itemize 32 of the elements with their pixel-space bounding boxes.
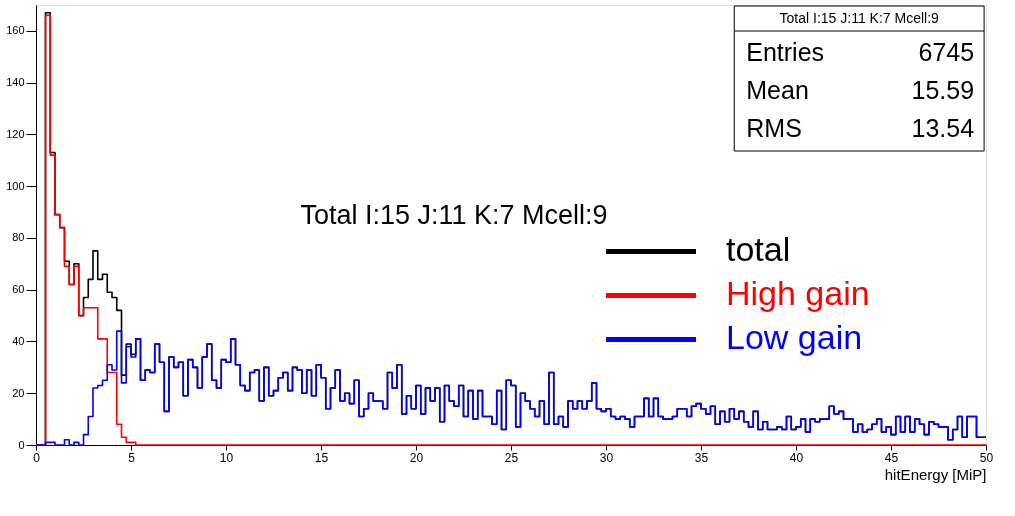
x-tick-label: 35 bbox=[694, 450, 709, 465]
x-tick-label: 40 bbox=[789, 450, 804, 465]
x-tick-label: 5 bbox=[128, 450, 136, 465]
x-tick-label: 15 bbox=[314, 450, 329, 465]
x-tick-label: 20 bbox=[409, 450, 424, 465]
y-tick-label: 100 bbox=[6, 179, 25, 192]
y-tick-label: 80 bbox=[12, 231, 25, 244]
annotation: RMS bbox=[746, 114, 802, 142]
legend-label: total bbox=[726, 230, 791, 269]
x-tick-label: 10 bbox=[219, 450, 234, 465]
x-tick-label: 0 bbox=[33, 450, 41, 465]
annotation: 15.59 bbox=[911, 76, 975, 104]
x-tick-label: 45 bbox=[884, 450, 899, 465]
annotation: Mean bbox=[746, 76, 809, 104]
x-tick-label: 25 bbox=[504, 450, 519, 465]
y-tick-label: 40 bbox=[12, 334, 25, 347]
y-tick-label: 0 bbox=[18, 438, 25, 451]
y-tick-label: 140 bbox=[6, 76, 25, 89]
x-tick-label: 30 bbox=[599, 450, 614, 465]
annotation: 13.54 bbox=[911, 114, 975, 142]
y-tick-label: 120 bbox=[6, 127, 25, 140]
legend-label: Low gain bbox=[726, 318, 863, 357]
annotation: 6745 bbox=[918, 38, 975, 66]
annotation: Entries bbox=[746, 38, 825, 66]
x-axis-title: hitEnergy [MiP] bbox=[884, 465, 987, 483]
legend-label: High gain bbox=[726, 274, 870, 313]
annotation: Total I:15 J:11 K:7 Mcell:9 bbox=[779, 10, 940, 26]
y-tick-label: 20 bbox=[12, 386, 25, 399]
y-tick-label: 60 bbox=[12, 283, 25, 296]
x-tick-label: 50 bbox=[979, 450, 994, 465]
y-tick-label: 160 bbox=[6, 24, 25, 37]
text: Total I:15 J:11 K:7 Mcell:9 bbox=[300, 200, 608, 231]
